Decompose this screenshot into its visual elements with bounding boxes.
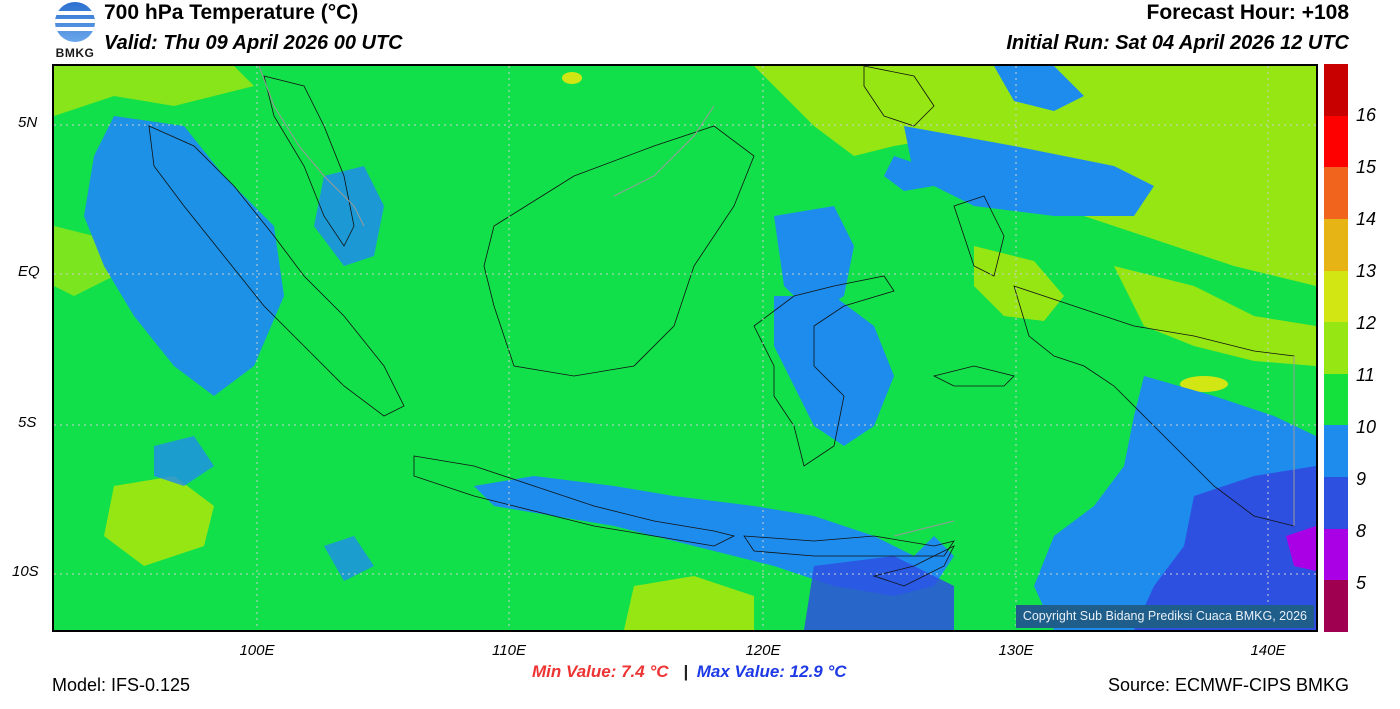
colorbar-segment <box>1324 167 1348 219</box>
colorbar-label: 15 <box>1356 157 1377 177</box>
forecast-hour: Forecast Hour: +108 <box>1146 1 1350 24</box>
lon-label-120e: 120E <box>745 642 781 659</box>
max-value: Max Value: 12.9 °C <box>696 662 847 681</box>
colorbar-segment <box>1324 425 1348 477</box>
colorbar-label: 5 <box>1356 573 1367 593</box>
lat-label-10s: 10S <box>12 563 39 580</box>
colorbar-segment <box>1324 477 1348 529</box>
min-value: Min Value: 7.4 °C <box>532 662 669 681</box>
colorbar-label: 11 <box>1356 365 1375 385</box>
colorbar-label: 10 <box>1356 417 1377 437</box>
initial-run: Initial Run: Sat 04 April 2026 12 UTC <box>1006 32 1349 54</box>
colorbar-segment <box>1324 322 1348 374</box>
lat-label-5s: 5S <box>18 414 37 431</box>
lon-label-100e: 100E <box>239 642 275 659</box>
lon-label-110e: 110E <box>492 642 526 659</box>
colorbar-segment <box>1324 528 1348 581</box>
colorbar-label: 16 <box>1356 105 1377 125</box>
colorbar-segment <box>1324 64 1348 116</box>
colorbar-segment <box>1324 115 1348 168</box>
colorbar-label: 14 <box>1356 209 1377 229</box>
colorbar-label: 8 <box>1356 521 1367 541</box>
lat-label-eq: EQ <box>18 263 40 280</box>
separator: | <box>683 662 689 681</box>
colorbar <box>1324 64 1348 632</box>
temperature-map: Copyright Sub Bidang Prediksi Cuaca BMKG… <box>52 64 1318 632</box>
colorbar-label: 9 <box>1356 469 1367 489</box>
colorbar-segment <box>1324 580 1348 632</box>
chart-title: 700 hPa Temperature (°C) <box>104 1 359 24</box>
lon-label-140e: 140E <box>1250 642 1286 659</box>
colorbar-segment <box>1324 270 1348 323</box>
globe-icon <box>55 2 95 42</box>
bmkg-logo: BMKG <box>52 2 98 60</box>
lon-label-130e: 130E <box>998 642 1034 659</box>
source-label: Source: ECMWF-CIPS BMKG <box>1107 675 1349 695</box>
min-max-summary: Min Value: 7.4 °C | Max Value: 12.9 °C <box>532 662 847 682</box>
lat-label-5n: 5N <box>18 114 38 131</box>
valid-time: Valid: Thu 09 April 2026 00 UTC <box>104 32 403 54</box>
logo-text: BMKG <box>55 46 95 60</box>
colorbar-label: 13 <box>1356 261 1377 281</box>
model-label: Model: IFS-0.125 <box>52 675 191 695</box>
colorbar-segment <box>1324 218 1348 271</box>
colorbar-label: 12 <box>1356 313 1377 333</box>
map-field <box>54 66 1316 630</box>
copyright-label: Copyright Sub Bidang Prediksi Cuaca BMKG… <box>1015 605 1314 628</box>
colorbar-segment <box>1324 373 1348 426</box>
